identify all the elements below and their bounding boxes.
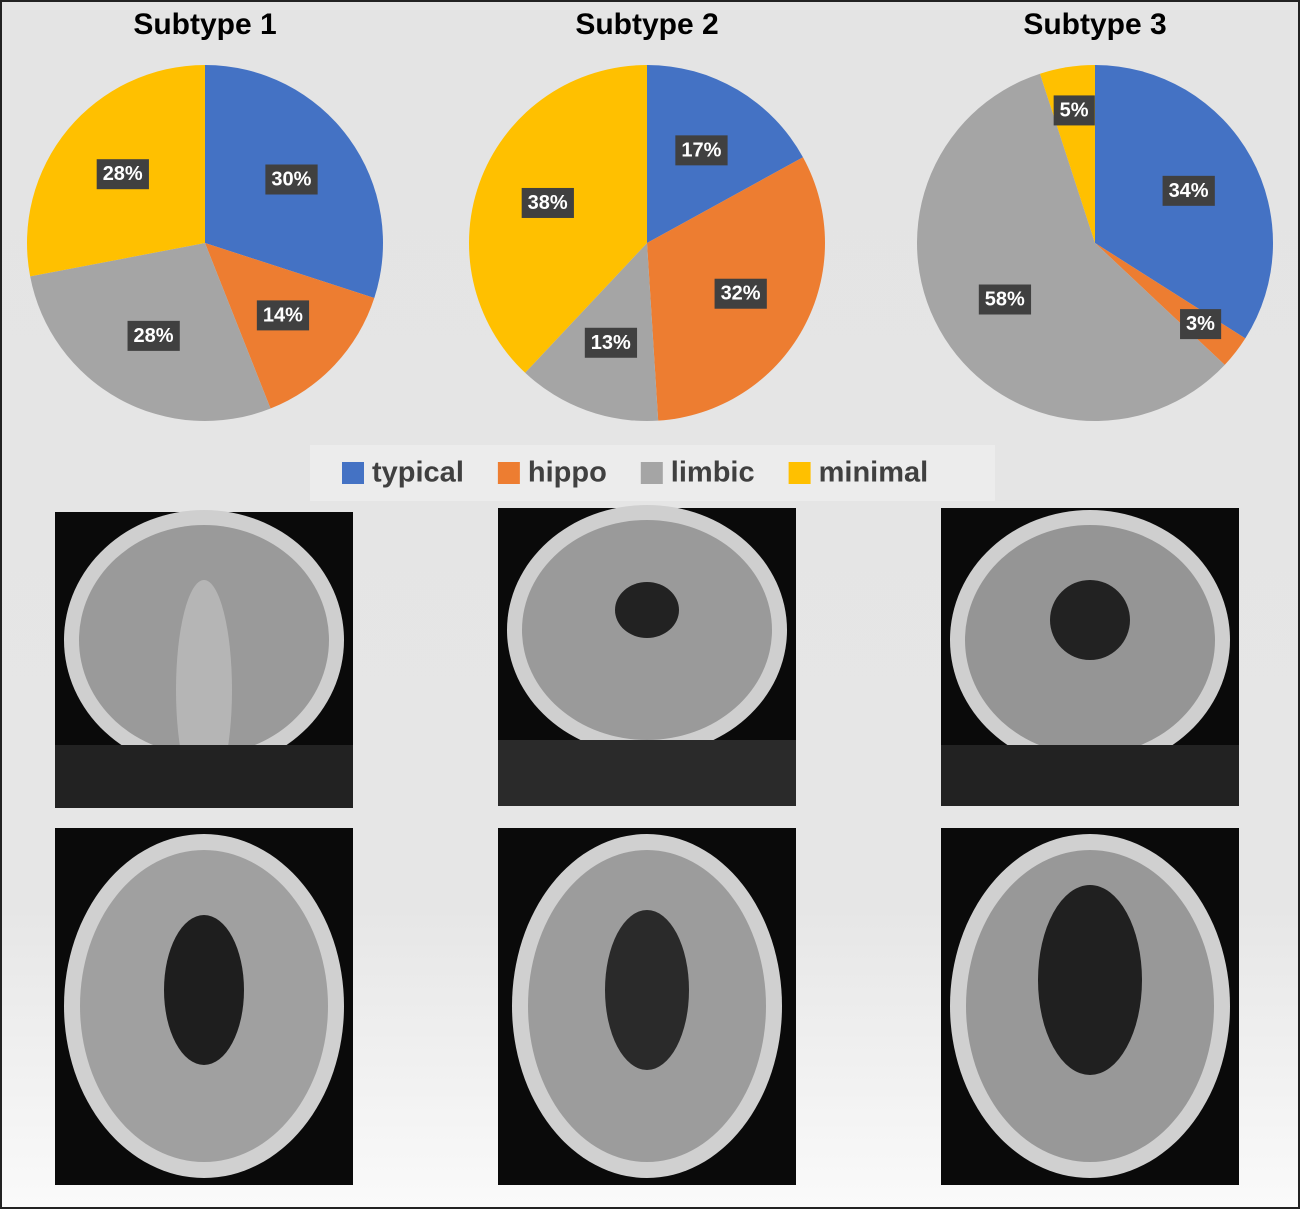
mri-coronal-3 <box>941 508 1239 806</box>
legend-label: limbic <box>671 457 755 489</box>
chart-title: Subtype 1 <box>133 8 276 41</box>
legend-swatch <box>640 462 663 484</box>
data-label-box <box>978 284 1032 315</box>
data-label: 28% <box>96 159 149 190</box>
data-label-text: 5% <box>1060 99 1089 121</box>
legend-swatch <box>342 462 364 484</box>
data-label: 3% <box>1180 309 1222 340</box>
mri-images <box>55 505 1239 1185</box>
data-label-box <box>584 327 638 358</box>
data-label: 13% <box>584 327 638 358</box>
data-label-box <box>714 278 767 309</box>
mri-axial-3 <box>941 828 1239 1185</box>
data-label-box <box>1053 95 1095 126</box>
data-label: 32% <box>714 278 767 309</box>
legend-label: minimal <box>819 457 929 489</box>
data-label-text: 38% <box>528 192 568 214</box>
legend-swatch <box>788 462 811 484</box>
pie-slice <box>469 65 647 373</box>
data-label: 38% <box>521 187 574 218</box>
data-label-box <box>96 159 149 190</box>
mri-coronal-1 <box>55 510 353 808</box>
data-label: 30% <box>265 164 318 195</box>
pie-slice <box>917 73 1225 421</box>
legend-label: hippo <box>528 457 607 489</box>
mri-axial-1 <box>55 828 353 1185</box>
data-label-text: 30% <box>271 169 311 191</box>
data-label-box <box>256 300 310 331</box>
data-label-box <box>521 187 574 218</box>
data-label-text: 28% <box>103 163 143 185</box>
data-label-text: 34% <box>1169 180 1209 202</box>
data-label-text: 14% <box>263 304 303 326</box>
data-label-text: 28% <box>134 325 174 347</box>
data-label: 34% <box>1162 175 1215 206</box>
data-label: 17% <box>675 135 728 166</box>
data-label-box <box>1162 175 1215 206</box>
data-label-text: 3% <box>1186 313 1215 335</box>
legend-label: typical <box>372 457 464 489</box>
data-label: 5% <box>1053 95 1095 126</box>
data-label: 14% <box>256 300 310 331</box>
legend-swatch <box>497 462 520 484</box>
chart-title: Subtype 2 <box>575 8 718 41</box>
data-label-box <box>675 135 728 166</box>
data-label: 58% <box>978 284 1032 315</box>
data-label-box <box>265 164 318 195</box>
data-label-text: 32% <box>721 283 761 305</box>
data-label-text: 58% <box>985 289 1025 311</box>
data-label-box <box>127 320 180 351</box>
data-label-box <box>1180 309 1222 340</box>
mri-axial-2 <box>498 828 796 1185</box>
data-label-text: 17% <box>681 139 721 161</box>
data-label-text: 13% <box>591 332 631 354</box>
mri-coronal-2 <box>498 505 796 806</box>
chart-title: Subtype 3 <box>1023 8 1166 41</box>
data-label: 28% <box>127 320 180 351</box>
